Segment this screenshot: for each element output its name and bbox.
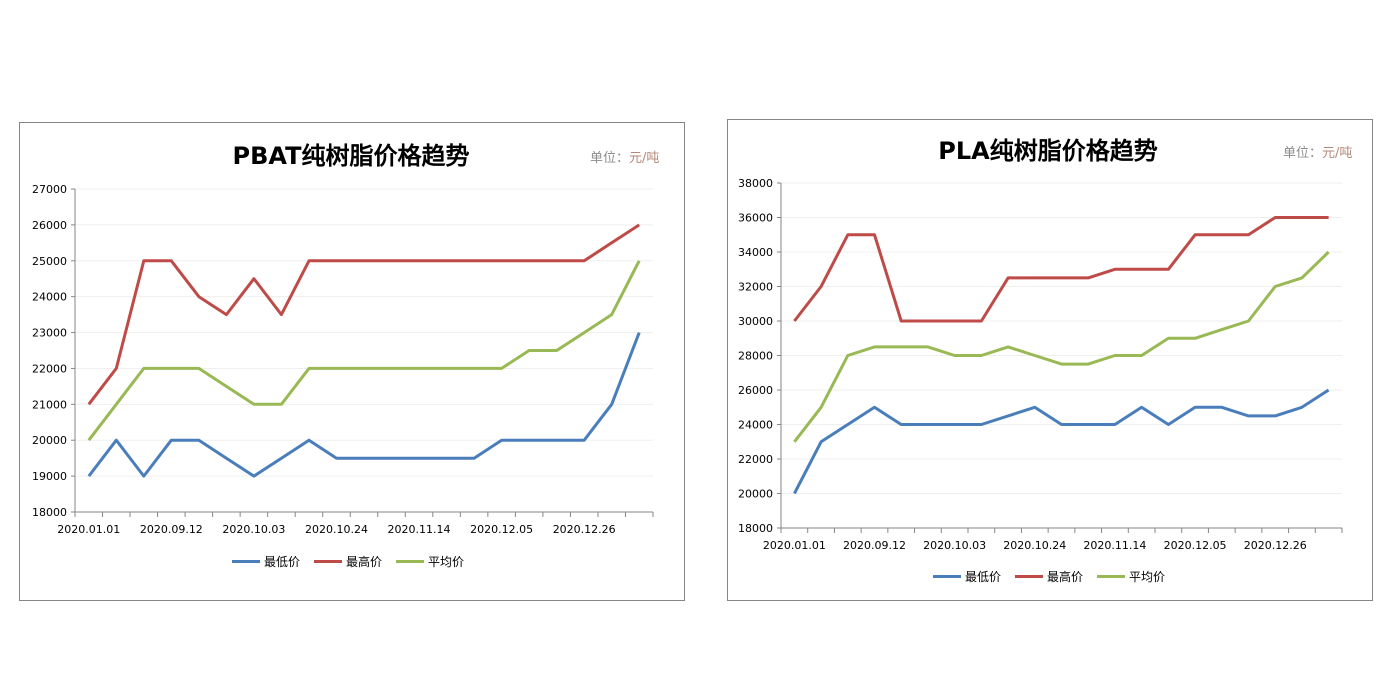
pbat-x-tick-label: 2020.12.05 [470, 523, 533, 536]
pbat-y-tick-label: 21000 [32, 398, 67, 411]
legend-label: 平均价 [1129, 570, 1166, 584]
pla-x-tick-label: 2020.11.14 [1083, 539, 1146, 552]
pla-y-tick-label: 30000 [738, 315, 773, 328]
pbat-y-tick-label: 19000 [32, 470, 67, 483]
legend-label: 最高价 [346, 555, 383, 569]
pbat-x-tick-label: 2020.11.14 [388, 523, 451, 536]
pbat-y-tick-label: 20000 [32, 434, 67, 447]
pbat-chart-frame [19, 122, 685, 601]
pbat-y-tick-label: 25000 [32, 255, 67, 268]
pla-y-tick-label: 36000 [738, 212, 773, 225]
pbat-y-tick-label: 24000 [32, 291, 67, 304]
pla-y-tick-label: 28000 [738, 350, 773, 363]
pla-y-tick-label: 22000 [738, 453, 773, 466]
legend-item-low: 最低价 [232, 553, 300, 570]
legend-label: 最低价 [965, 570, 1002, 584]
pla-y-tick-label: 38000 [738, 177, 773, 190]
pla-x-tick-label: 2020.09.12 [843, 539, 906, 552]
legend-label: 平均价 [428, 555, 465, 569]
legend-swatch [1015, 575, 1044, 578]
pla-y-tick-label: 24000 [738, 419, 773, 432]
legend-item-low: 最低价 [933, 568, 1001, 585]
pbat-x-tick-label: 2020.09.12 [140, 523, 203, 536]
pla-series-line-1 [793, 216, 1329, 323]
pbat-legend: 最低价 最高价 平均价 [232, 553, 478, 570]
pbat-y-tick-label: 23000 [32, 327, 67, 340]
unit-label: 单位： [1283, 146, 1323, 161]
pla-legend: 最低价 最高价 平均价 [933, 568, 1179, 585]
legend-swatch [232, 560, 260, 563]
pla-x-tick-label: 2020.12.05 [1164, 539, 1227, 552]
pbat-chart-title: PBAT纯树脂价格趋势 [232, 142, 470, 170]
pla-chart-title: PLA纯树脂价格趋势 [938, 137, 1158, 165]
legend-swatch [314, 560, 343, 563]
legend-label: 最低价 [264, 555, 301, 569]
legend-swatch [1097, 575, 1126, 578]
pla-y-tick-label: 20000 [738, 488, 773, 501]
pla-x-tick-label: 2020.01.01 [763, 539, 826, 552]
pla-y-tick-label: 26000 [738, 384, 773, 397]
pla-series-line-2 [793, 250, 1330, 443]
pla-x-tick-label: 2020.10.03 [923, 539, 986, 552]
legend-item-avg: 平均价 [1097, 568, 1165, 585]
legend-item-avg: 平均价 [396, 553, 464, 570]
legend-swatch [396, 560, 425, 563]
pbat-x-tick-label: 2020.10.24 [305, 523, 368, 536]
pbat-y-tick-label: 22000 [32, 362, 67, 375]
pbat-y-tick-label: 18000 [32, 506, 67, 519]
pbat-x-tick-label: 2020.12.26 [553, 523, 616, 536]
pla-unit-label: 单位：元/吨 [1283, 142, 1352, 161]
legend-swatch [933, 575, 961, 578]
pla-y-tick-label: 34000 [738, 246, 773, 259]
pbat-series-line-0 [87, 332, 641, 478]
pbat-series-line-2 [87, 260, 641, 442]
pbat-y-tick-label: 27000 [32, 183, 67, 196]
unit-value: 元/吨 [1322, 146, 1353, 161]
pbat-x-tick-label: 2020.01.01 [57, 523, 120, 536]
pbat-unit-label: 单位：元/吨 [590, 147, 659, 166]
legend-item-high: 最高价 [1015, 568, 1083, 585]
pla-y-tick-label: 32000 [738, 281, 773, 294]
pla-y-tick-label: 18000 [738, 522, 773, 535]
pla-series-line-0 [793, 388, 1330, 495]
legend-item-high: 最高价 [314, 553, 382, 570]
unit-label: 单位： [590, 151, 630, 166]
legend-label: 最高价 [1047, 570, 1084, 584]
pbat-y-tick-label: 26000 [32, 219, 67, 232]
unit-value: 元/吨 [629, 151, 660, 166]
pla-x-tick-label: 2020.12.26 [1244, 539, 1307, 552]
pbat-series-line-1 [87, 223, 641, 406]
pla-x-tick-label: 2020.10.24 [1003, 539, 1066, 552]
pbat-x-tick-label: 2020.10.03 [222, 523, 285, 536]
